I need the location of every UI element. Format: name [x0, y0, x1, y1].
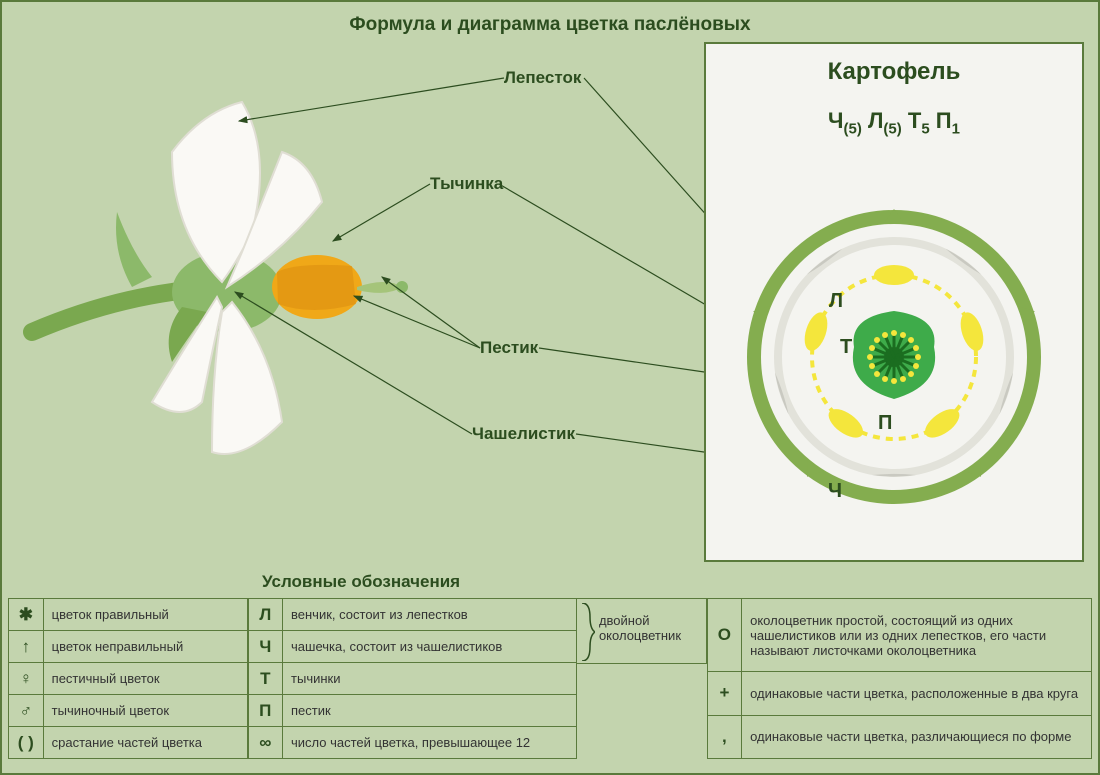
flower-photo-region — [22, 42, 682, 562]
legend-title: Условные обозначения — [262, 572, 460, 592]
legend-sym: Ч — [248, 631, 282, 663]
legend-txt: срастание частей цветка — [43, 727, 247, 759]
legend-txt: число частей цветка, превышающее 12 — [283, 727, 577, 759]
legend-txt: цветок неправильный — [43, 631, 247, 663]
label-sepal: Чашелистик — [472, 424, 575, 444]
legend-txt: тычиночный цветок — [43, 695, 247, 727]
page-title: Формула и диаграмма цветка паслёновых — [349, 14, 750, 36]
flower-illustration — [22, 52, 422, 512]
ring-label-T: Т — [840, 336, 852, 358]
legend-txt: пестичный цветок — [43, 663, 247, 695]
legend-txt: одинаковые части цветка, различающиеся п… — [742, 715, 1092, 758]
legend-txt: пестик — [283, 695, 577, 727]
legend-brace-column: двойной околоцветник — [577, 598, 707, 664]
legend-sym: ∞ — [248, 727, 282, 759]
legend-txt: цветок правильный — [43, 599, 247, 631]
legend-table-4: Ооколоцветник простой, состоящий из одни… — [707, 598, 1092, 759]
floral-diagram: Л Т П Ч — [724, 157, 1064, 537]
table-row: Ооколоцветник простой, состоящий из одни… — [707, 599, 1091, 672]
ring-label-L: Л — [829, 290, 843, 312]
table-row: Ттычинки — [248, 663, 576, 695]
table-row: ,одинаковые части цветка, различающиеся … — [707, 715, 1091, 758]
table-row: ✱цветок правильный — [9, 599, 248, 631]
legend-sym: Т — [248, 663, 282, 695]
label-pistil: Пестик — [480, 338, 538, 358]
label-stamen: Тычинка — [430, 174, 503, 194]
legend-table-1: ✱цветок правильный ↑цветок неправильный … — [8, 598, 248, 759]
table-row: Ччашечка, состоит из чашелистиков — [248, 631, 576, 663]
table-row: ∞число частей цветка, превышающее 12 — [248, 727, 576, 759]
legend-txt: околоцветник простой, состоящий из одних… — [742, 599, 1092, 672]
table-row: ( )срастание частей цветка — [9, 727, 248, 759]
table-row: Лвенчик, состоит из лепестков — [248, 599, 576, 631]
table-row: ♂тычиночный цветок — [9, 695, 248, 727]
legend-txt: тычинки — [283, 663, 577, 695]
floral-formula: Ч(5) Л(5) Т5 П1 — [828, 108, 960, 137]
floral-diagram-panel: Картофель Ч(5) Л(5) Т5 П1 — [704, 42, 1084, 562]
legend-sym: , — [707, 715, 741, 758]
double-perianth-label: двойной околоцветник — [599, 613, 699, 643]
table-row: ↑цветок неправильный — [9, 631, 248, 663]
brace-icon — [581, 603, 595, 661]
legend-region: ✱цветок правильный ↑цветок неправильный … — [8, 598, 1092, 759]
legend-sym: ♀ — [9, 663, 44, 695]
table-row: +одинаковые части цветка, расположенные … — [707, 672, 1091, 715]
legend-sym: ♂ — [9, 695, 44, 727]
table-row: ♀пестичный цветок — [9, 663, 248, 695]
ring-label-P: П — [878, 412, 892, 434]
legend-table-2: Лвенчик, состоит из лепестков Ччашечка, … — [248, 598, 577, 759]
legend-sym: + — [707, 672, 741, 715]
legend-sym: ✱ — [9, 599, 44, 631]
legend-sym: ↑ — [9, 631, 44, 663]
legend-sym: ( ) — [9, 727, 44, 759]
label-petal: Лепесток — [504, 68, 581, 88]
diagram-title: Картофель — [828, 58, 961, 86]
legend-txt: одинаковые части цветка, расположенные в… — [742, 672, 1092, 715]
legend-sym: П — [248, 695, 282, 727]
legend-txt: венчик, состоит из лепестков — [283, 599, 577, 631]
legend-txt: чашечка, состоит из чашелистиков — [283, 631, 577, 663]
table-row: Ппестик — [248, 695, 576, 727]
legend-sym: Л — [248, 599, 282, 631]
legend-sym: О — [707, 599, 741, 672]
ring-label-Ch: Ч — [828, 480, 842, 502]
